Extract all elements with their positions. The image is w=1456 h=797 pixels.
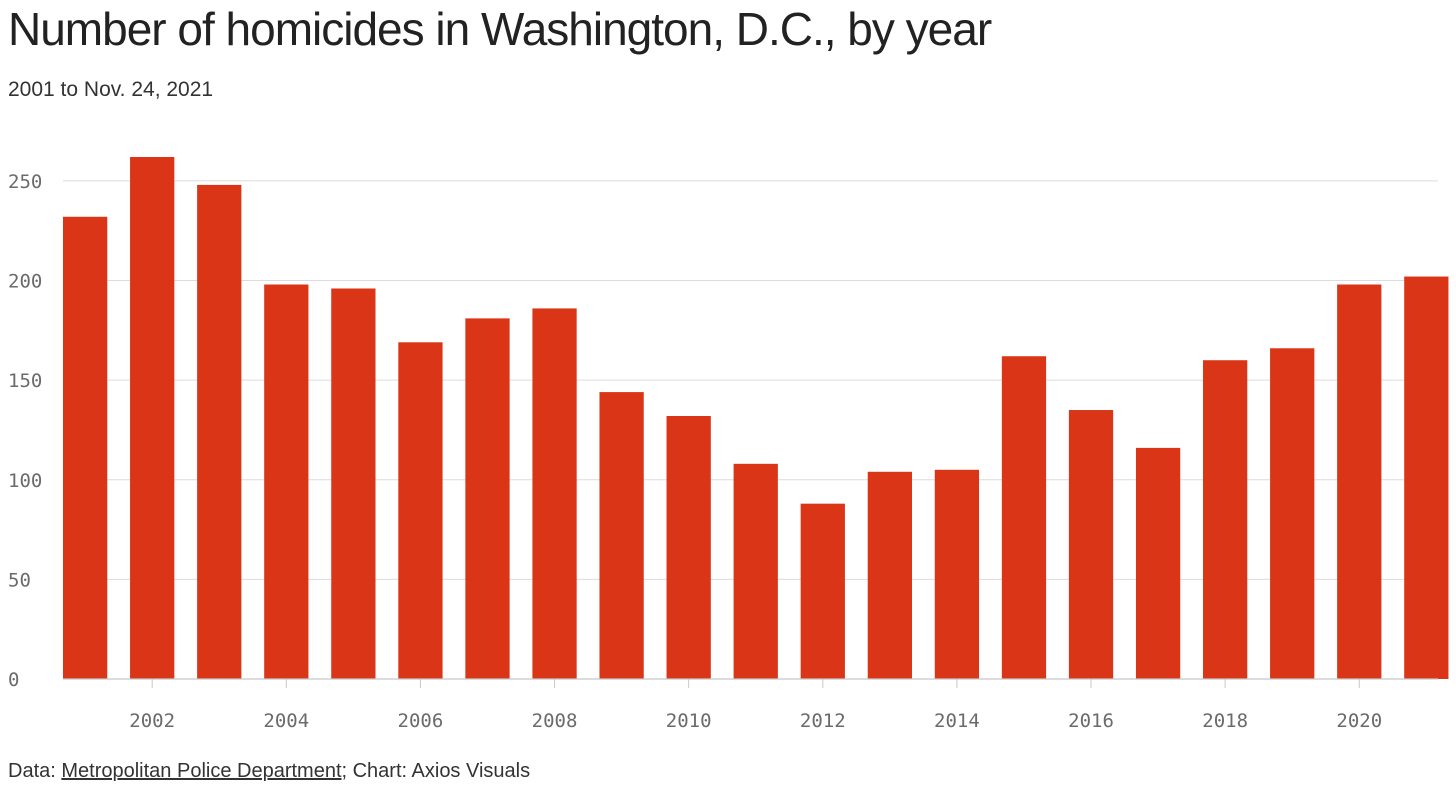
x-tick-label: 2016 <box>1068 710 1114 732</box>
bar-2020 <box>1337 284 1382 679</box>
source-link[interactable]: Metropolitan Police Department <box>61 760 342 782</box>
bar-2011 <box>733 463 778 679</box>
x-tick-label: 2020 <box>1336 710 1382 732</box>
bar-2019 <box>1270 348 1315 679</box>
y-tick-label: 250 <box>8 171 42 193</box>
bar-2012 <box>800 503 845 679</box>
chart-subtitle: 2001 to Nov. 24, 2021 <box>8 78 214 101</box>
x-tick-label: 2002 <box>129 710 175 732</box>
y-tick-label: 0 <box>8 669 19 691</box>
bar-2005 <box>331 288 376 679</box>
bar-2001 <box>63 216 108 679</box>
y-tick-label: 150 <box>8 370 42 392</box>
x-tick-label: 2004 <box>263 710 309 732</box>
y-tick-label: 200 <box>8 271 42 293</box>
bar-2015 <box>1001 356 1047 679</box>
y-tick-label: 50 <box>8 569 31 591</box>
bar-2008 <box>532 308 577 679</box>
chart-title: Number of homicides in Washington, D.C.,… <box>8 3 992 55</box>
x-tick-label: 2008 <box>532 710 578 732</box>
bars <box>63 157 1449 679</box>
bar-2017 <box>1135 447 1181 679</box>
footer-prefix: Data: <box>8 760 62 782</box>
bar-2009 <box>599 392 644 679</box>
x-tick-label: 2014 <box>934 710 980 732</box>
bar-2014 <box>934 469 980 679</box>
bar-2013 <box>867 471 912 679</box>
bar-2003 <box>197 184 242 679</box>
bar-2007 <box>465 318 510 679</box>
bar-2006 <box>398 342 443 679</box>
x-tick-label: 2018 <box>1202 710 1248 732</box>
bar-2018 <box>1203 360 1248 679</box>
x-tick-label: 2010 <box>666 710 712 732</box>
chart-footer: Data: Metropolitan Police Department; Ch… <box>8 760 530 783</box>
bar-2021 <box>1404 276 1449 679</box>
footer-suffix: ; Chart: Axios Visuals <box>341 760 531 782</box>
y-tick-label: 100 <box>8 470 42 492</box>
bar-2016 <box>1068 410 1114 679</box>
axes: 0 50 100 150 200 250 2002 2004 2006 2008 2010 2012 2… <box>8 171 1438 732</box>
bar-2004 <box>264 284 309 679</box>
x-tick-label: 2006 <box>398 710 444 732</box>
bar-2002 <box>130 157 175 679</box>
bar-2010 <box>666 416 711 679</box>
x-tick-label: 2012 <box>800 710 846 732</box>
